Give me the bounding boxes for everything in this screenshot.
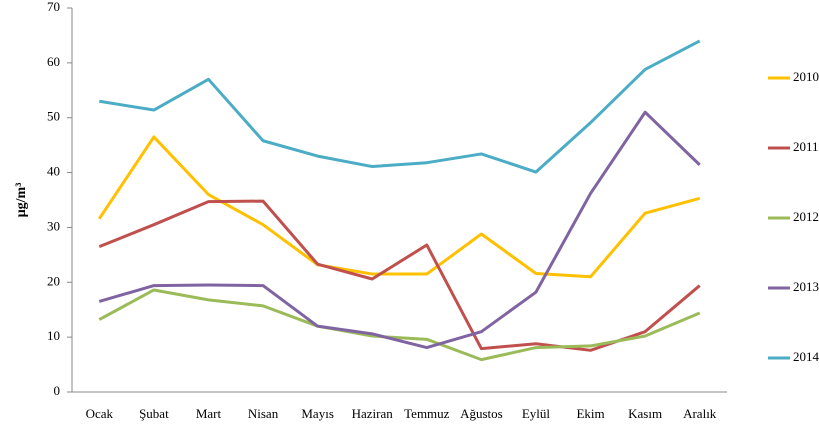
legend-label: 2012 bbox=[793, 209, 819, 224]
y-tick-label: 20 bbox=[47, 273, 60, 288]
x-tick-label: Ağustos bbox=[460, 406, 503, 421]
series-line bbox=[98, 110, 701, 350]
legend-label: 2010 bbox=[793, 69, 819, 84]
series-line bbox=[98, 288, 701, 362]
x-tick-label: Şubat bbox=[139, 406, 169, 421]
series-line bbox=[98, 135, 701, 279]
y-tick-label: 50 bbox=[47, 109, 60, 124]
x-tick-label: Eylül bbox=[522, 406, 551, 421]
y-tick-label: 0 bbox=[54, 383, 61, 398]
y-tick-label: 60 bbox=[47, 54, 60, 69]
x-tick-label: Mayıs bbox=[301, 406, 334, 421]
legend-label: 2011 bbox=[793, 139, 819, 154]
y-tick-label: 40 bbox=[47, 164, 60, 179]
x-tick-label: Aralık bbox=[683, 406, 717, 421]
x-tick-label: Temmuz bbox=[404, 406, 450, 421]
x-tick-label: Nisan bbox=[248, 406, 279, 421]
legend-label: 2013 bbox=[793, 279, 819, 294]
y-tick-label: 70 bbox=[47, 0, 60, 14]
x-tick-label: Mart bbox=[196, 406, 222, 421]
x-tick-label: Ocak bbox=[86, 406, 114, 421]
y-tick-label: 10 bbox=[47, 328, 60, 343]
x-tick-label: Haziran bbox=[352, 406, 394, 421]
x-tick-label: Ekim bbox=[576, 406, 604, 421]
y-axis-label: µg/m³ bbox=[14, 183, 29, 218]
series-line bbox=[98, 199, 701, 352]
y-tick-label: 30 bbox=[47, 218, 60, 233]
x-tick-label: Kasım bbox=[628, 406, 662, 421]
series-line bbox=[99, 39, 701, 174]
legend-label: 2014 bbox=[793, 349, 819, 364]
